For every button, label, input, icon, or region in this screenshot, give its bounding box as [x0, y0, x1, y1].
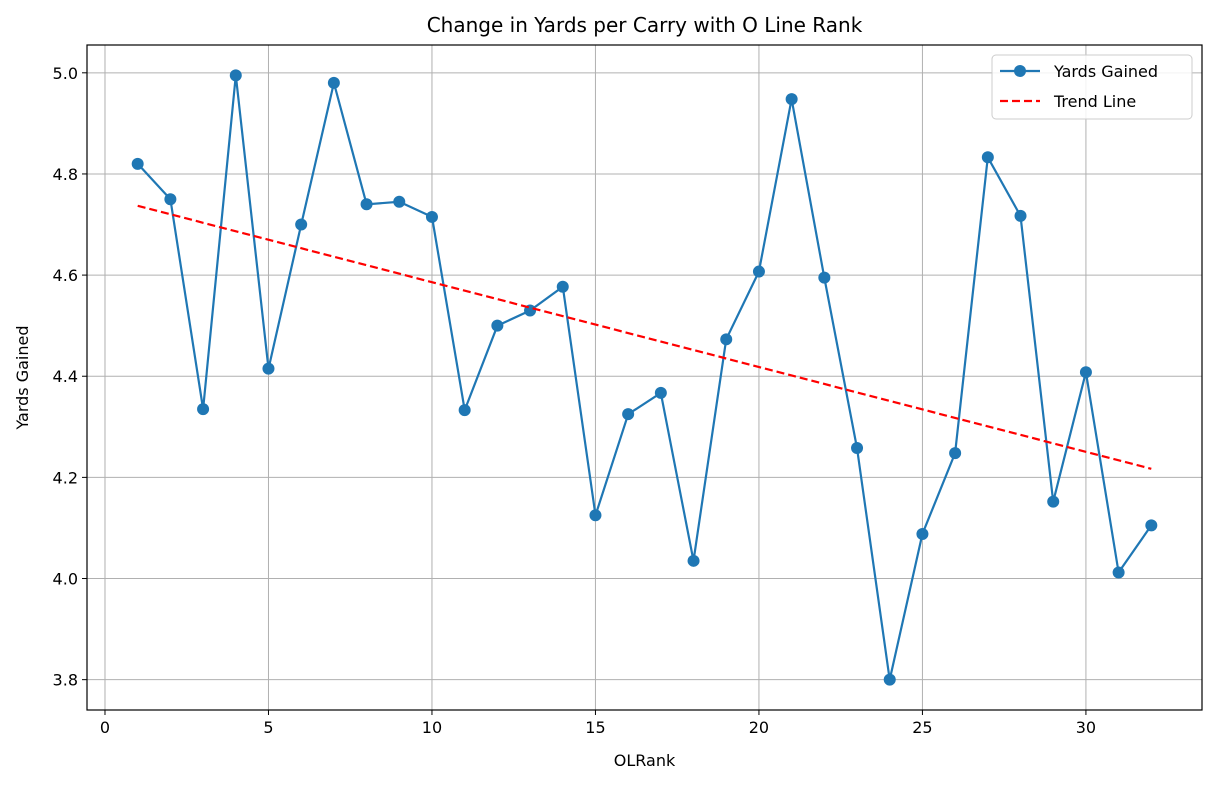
data-point	[589, 509, 602, 522]
x-tick-label: 20	[749, 718, 769, 737]
data-point	[1145, 519, 1158, 532]
data-point	[360, 198, 373, 211]
y-tick-label: 4.4	[53, 367, 78, 386]
data-point	[851, 442, 864, 455]
data-point	[720, 333, 733, 346]
legend-swatch-marker	[1014, 65, 1026, 77]
x-tick-label: 30	[1076, 718, 1096, 737]
x-tick-label: 5	[263, 718, 273, 737]
legend-entry-label: Yards Gained	[1053, 62, 1158, 81]
series-line	[136, 75, 1153, 680]
data-point	[229, 69, 242, 82]
legend-entry-label: Trend Line	[1053, 92, 1136, 111]
data-point	[949, 447, 962, 460]
y-tick-label: 3.8	[53, 671, 78, 690]
y-tick-label: 4.8	[53, 165, 78, 184]
data-point	[1014, 209, 1027, 222]
data-point	[916, 528, 929, 541]
y-tick-label: 5.0	[53, 64, 78, 83]
y-tick-label: 4.6	[53, 266, 78, 285]
legend: Yards Gained Trend Line	[991, 54, 1193, 120]
data-point	[1112, 566, 1125, 579]
data-point	[458, 404, 471, 417]
trend-line	[137, 204, 1152, 470]
data-point	[327, 76, 340, 89]
plot-frame	[86, 44, 1203, 711]
x-tick-label: 0	[100, 718, 110, 737]
x-tick-label: 15	[585, 718, 605, 737]
data-point	[654, 386, 667, 399]
chart-title: Change in Yards per Carry with O Line Ra…	[427, 13, 863, 37]
data-point	[622, 408, 635, 421]
data-point	[197, 403, 210, 416]
x-axis-label: OLRank	[614, 751, 676, 770]
data-point	[752, 265, 765, 278]
x-tick-label: 10	[422, 718, 442, 737]
data-point	[1047, 495, 1060, 508]
data-point	[393, 195, 406, 208]
data-point	[1079, 366, 1092, 379]
data-point	[491, 319, 504, 332]
data-point	[131, 157, 144, 170]
data-point	[981, 151, 994, 164]
y-tick-label: 4.2	[53, 468, 78, 487]
y-tick-label: 4.0	[53, 570, 78, 589]
data-point	[262, 362, 275, 375]
grid-lines	[87, 45, 1202, 710]
y-axis-label: Yards Gained	[13, 325, 32, 430]
axis-ticks: 0 5 10 15 20 25 30 3.8 4.0 4.2 4.4 4.6 4.8 5.0	[53, 64, 1097, 737]
data-point	[164, 193, 177, 206]
data-point	[883, 673, 896, 686]
x-tick-label: 25	[912, 718, 932, 737]
data-point	[295, 218, 308, 231]
data-point	[425, 210, 438, 223]
series-layer	[131, 69, 1158, 686]
legend-box	[991, 54, 1193, 120]
data-point	[556, 280, 569, 293]
data-point	[818, 271, 831, 284]
data-point	[785, 93, 798, 106]
data-point	[687, 554, 700, 567]
